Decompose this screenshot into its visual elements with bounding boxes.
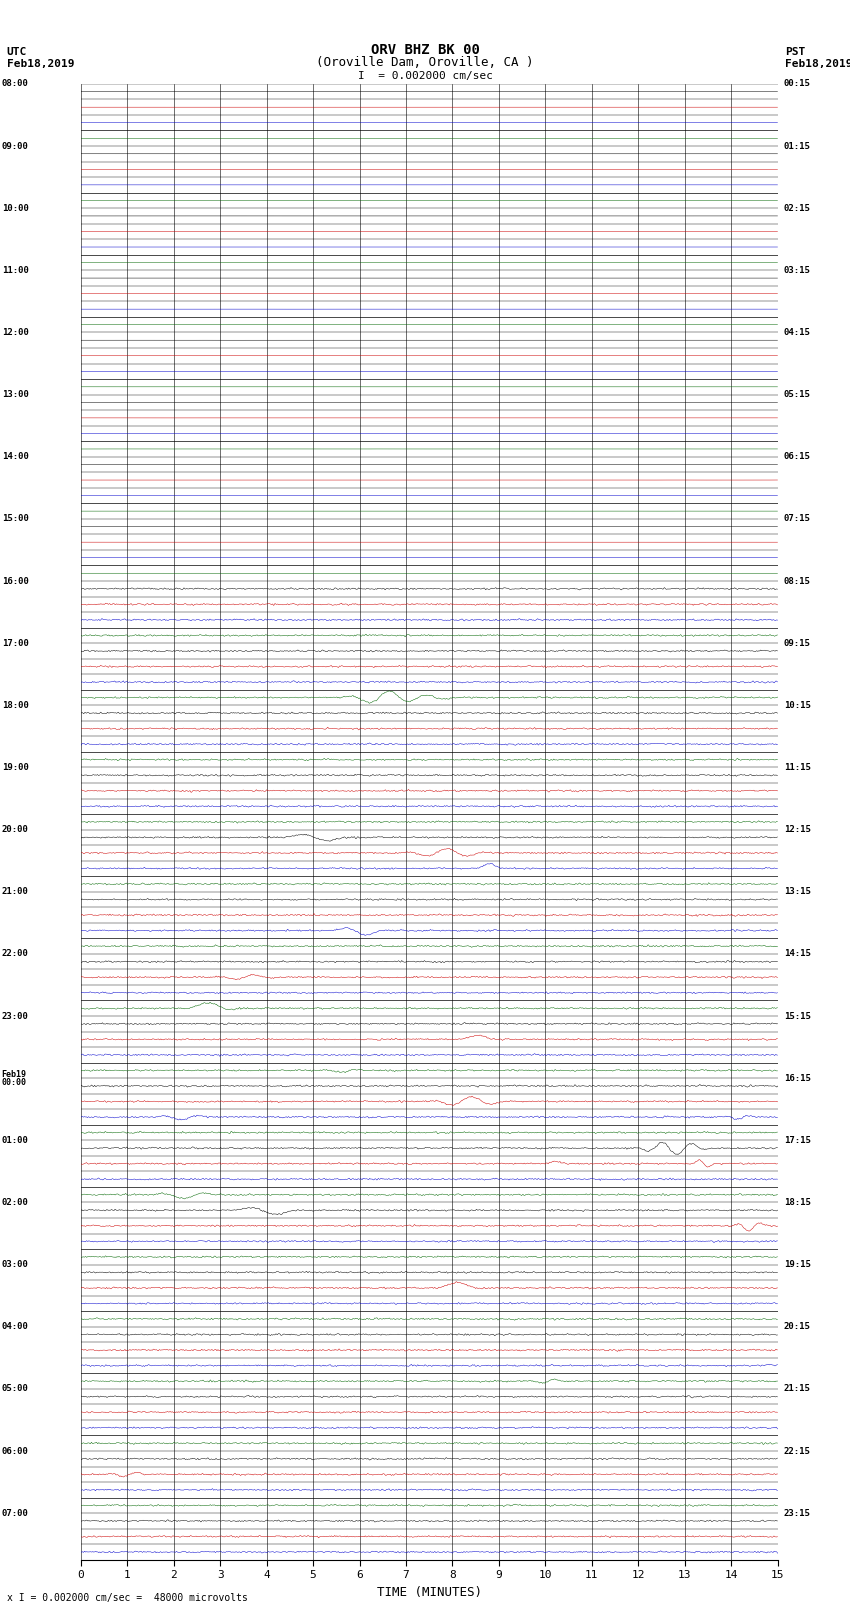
Text: 19:15: 19:15	[784, 1260, 811, 1269]
Text: 22:15: 22:15	[784, 1447, 811, 1455]
Text: 16:15: 16:15	[784, 1074, 811, 1082]
Text: 10:15: 10:15	[784, 700, 811, 710]
Text: 01:00: 01:00	[2, 1136, 29, 1145]
Text: 07:15: 07:15	[784, 515, 811, 523]
Text: Feb18,2019: Feb18,2019	[785, 60, 850, 69]
Text: 05:00: 05:00	[2, 1384, 29, 1394]
Text: 13:15: 13:15	[784, 887, 811, 897]
Text: 16:00: 16:00	[2, 576, 29, 586]
Text: Feb19: Feb19	[2, 1069, 26, 1079]
Text: PST: PST	[785, 47, 806, 58]
Text: 07:00: 07:00	[2, 1508, 29, 1518]
Text: 11:00: 11:00	[2, 266, 29, 274]
Text: Feb18,2019: Feb18,2019	[7, 60, 74, 69]
Text: 14:15: 14:15	[784, 950, 811, 958]
Text: 23:15: 23:15	[784, 1508, 811, 1518]
Text: 21:15: 21:15	[784, 1384, 811, 1394]
Text: 04:00: 04:00	[2, 1323, 29, 1331]
Text: 08:00: 08:00	[2, 79, 29, 89]
Text: 12:15: 12:15	[784, 826, 811, 834]
Text: I  = 0.002000 cm/sec: I = 0.002000 cm/sec	[358, 71, 492, 82]
Text: 02:00: 02:00	[2, 1198, 29, 1207]
Text: 08:15: 08:15	[784, 576, 811, 586]
Text: 17:15: 17:15	[784, 1136, 811, 1145]
Text: 20:15: 20:15	[784, 1323, 811, 1331]
Text: 18:15: 18:15	[784, 1198, 811, 1207]
Text: 00:00: 00:00	[2, 1077, 26, 1087]
Text: 03:15: 03:15	[784, 266, 811, 274]
Text: 19:00: 19:00	[2, 763, 29, 773]
Text: 00:15: 00:15	[784, 79, 811, 89]
Text: 15:15: 15:15	[784, 1011, 811, 1021]
Text: 03:00: 03:00	[2, 1260, 29, 1269]
Text: 05:15: 05:15	[784, 390, 811, 398]
Text: 23:00: 23:00	[2, 1011, 29, 1021]
Text: 13:00: 13:00	[2, 390, 29, 398]
Text: 11:15: 11:15	[784, 763, 811, 773]
Text: 06:15: 06:15	[784, 452, 811, 461]
Text: x I = 0.002000 cm/sec =  48000 microvolts: x I = 0.002000 cm/sec = 48000 microvolts	[7, 1594, 247, 1603]
Text: 09:15: 09:15	[784, 639, 811, 648]
Text: 01:15: 01:15	[784, 142, 811, 150]
Text: 17:00: 17:00	[2, 639, 29, 648]
Text: UTC: UTC	[7, 47, 27, 58]
Text: 18:00: 18:00	[2, 700, 29, 710]
Text: (Oroville Dam, Oroville, CA ): (Oroville Dam, Oroville, CA )	[316, 56, 534, 69]
Text: 04:15: 04:15	[784, 327, 811, 337]
Text: 10:00: 10:00	[2, 203, 29, 213]
X-axis label: TIME (MINUTES): TIME (MINUTES)	[377, 1586, 482, 1598]
Text: 06:00: 06:00	[2, 1447, 29, 1455]
Text: 02:15: 02:15	[784, 203, 811, 213]
Text: 09:00: 09:00	[2, 142, 29, 150]
Text: 14:00: 14:00	[2, 452, 29, 461]
Text: 20:00: 20:00	[2, 826, 29, 834]
Text: 22:00: 22:00	[2, 950, 29, 958]
Text: 15:00: 15:00	[2, 515, 29, 523]
Text: ORV BHZ BK 00: ORV BHZ BK 00	[371, 44, 479, 58]
Text: 12:00: 12:00	[2, 327, 29, 337]
Text: 21:00: 21:00	[2, 887, 29, 897]
